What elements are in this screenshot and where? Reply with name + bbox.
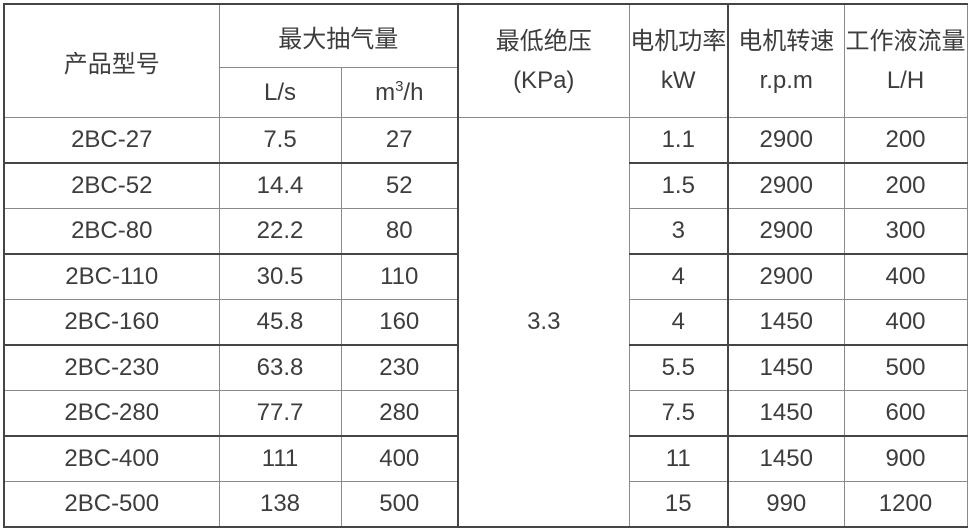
lh-cell: 200 [843, 117, 968, 164]
unit-m3h-rest: /h [403, 78, 424, 106]
m3h-cell: 80 [340, 208, 459, 255]
m3h-cell: 230 [340, 344, 459, 391]
ls-cell: 14.4 [218, 162, 342, 209]
header-unit-m3h: m3/h [340, 67, 459, 118]
table-row: 2BC-160 45.8 160 4 1450 400 [3, 299, 968, 346]
ls-cell: 45.8 [218, 299, 342, 346]
model-cell: 2BC-280 [3, 390, 220, 437]
m3h-cell: 160 [340, 299, 459, 346]
table-row: 2BC-80 22.2 80 3 2900 300 [3, 208, 968, 255]
header-max-pumping: 最大抽气量 [218, 3, 459, 68]
model-cell: 2BC-400 [3, 435, 220, 482]
rpm-cell: 2900 [727, 253, 845, 300]
rpm-cell: 990 [727, 481, 845, 528]
ls-cell: 7.5 [218, 117, 342, 164]
header-motor-power-line1: 电机功率 [630, 28, 727, 55]
rpm-cell: 2900 [727, 208, 845, 255]
model-cell: 2BC-160 [3, 299, 220, 346]
m3h-cell: 52 [340, 162, 459, 209]
ls-cell: 111 [218, 435, 342, 482]
rpm-cell: 1450 [727, 299, 845, 346]
m3h-cell: 280 [340, 390, 459, 437]
rpm-cell: 1450 [727, 390, 845, 437]
lh-cell: 1200 [843, 481, 968, 528]
header-unit-ls: L/s [218, 67, 342, 118]
table-row: 2BC-27 7.5 27 3.3 1.1 2900 200 [3, 117, 968, 528]
table-row: 2BC-230 63.8 230 5.5 1450 500 [3, 344, 968, 391]
kw-cell: 5.5 [628, 344, 729, 391]
m3h-cell: 400 [340, 435, 459, 482]
ls-cell: 77.7 [218, 390, 342, 437]
header-product-model: 产品型号 [3, 3, 220, 118]
ls-cell: 22.2 [218, 208, 342, 255]
header-motor-speed-line2: r.p.m [759, 67, 813, 94]
kw-cell: 15 [628, 481, 729, 528]
header-motor-power: 电机功率 kW [628, 3, 729, 118]
model-cell: 2BC-27 [3, 117, 220, 164]
model-cell: 2BC-80 [3, 208, 220, 255]
header-min-pressure: 最低绝压 (KPa) [457, 3, 630, 118]
table-row: 2BC-52 14.4 52 1.5 2900 200 [3, 162, 968, 209]
header-fluid-flow-line1: 工作液流量 [845, 28, 966, 55]
header-min-pressure-line1: 最低绝压 [495, 28, 592, 55]
lh-cell: 400 [843, 299, 968, 346]
header-fluid-flow-line2: L/H [886, 67, 925, 94]
table-row: 2BC-500 138 500 15 990 1200 [3, 481, 968, 528]
header-min-pressure-line2: (KPa) [513, 67, 575, 94]
kw-cell: 4 [628, 253, 729, 300]
model-cell: 2BC-500 [3, 481, 220, 528]
lh-cell: 400 [843, 253, 968, 300]
header-motor-speed: 电机转速 r.p.m [727, 3, 845, 118]
lh-cell: 200 [843, 162, 968, 209]
unit-m3h-sup: 3 [395, 77, 404, 95]
rpm-cell: 2900 [727, 117, 845, 164]
kw-cell: 11 [628, 435, 729, 482]
kw-cell: 1.1 [628, 117, 729, 164]
lh-cell: 900 [843, 435, 968, 482]
m3h-cell: 500 [340, 481, 459, 528]
rpm-cell: 1450 [727, 435, 845, 482]
rpm-cell: 2900 [727, 162, 845, 209]
pump-spec-table: 产品型号 最大抽气量 最低绝压 (KPa) 电机功率 kW 电机转速 r.p.m… [3, 3, 968, 528]
rpm-cell: 1450 [727, 344, 845, 391]
m3h-cell: 110 [340, 253, 459, 300]
min-pressure-value-cell: 3.3 [457, 117, 630, 528]
model-cell: 2BC-230 [3, 344, 220, 391]
kw-cell: 7.5 [628, 390, 729, 437]
kw-cell: 4 [628, 299, 729, 346]
lh-cell: 300 [843, 208, 968, 255]
lh-cell: 600 [843, 390, 968, 437]
header-motor-speed-line1: 电机转速 [738, 28, 835, 55]
unit-m3h-base: m [375, 78, 396, 106]
lh-cell: 500 [843, 344, 968, 391]
ls-cell: 63.8 [218, 344, 342, 391]
header-motor-power-line2: kW [660, 67, 696, 94]
table-row: 2BC-280 77.7 280 7.5 1450 600 [3, 390, 968, 437]
page-canvas: 产品型号 最大抽气量 最低绝压 (KPa) 电机功率 kW 电机转速 r.p.m… [0, 3, 972, 528]
ls-cell: 30.5 [218, 253, 342, 300]
kw-cell: 1.5 [628, 162, 729, 209]
ls-cell: 138 [218, 481, 342, 528]
kw-cell: 3 [628, 208, 729, 255]
model-cell: 2BC-110 [3, 253, 220, 300]
model-cell: 2BC-52 [3, 162, 220, 209]
table-row: 2BC-400 111 400 11 1450 900 [3, 435, 968, 482]
m3h-cell: 27 [340, 117, 459, 164]
header-fluid-flow: 工作液流量 L/H [843, 3, 968, 118]
